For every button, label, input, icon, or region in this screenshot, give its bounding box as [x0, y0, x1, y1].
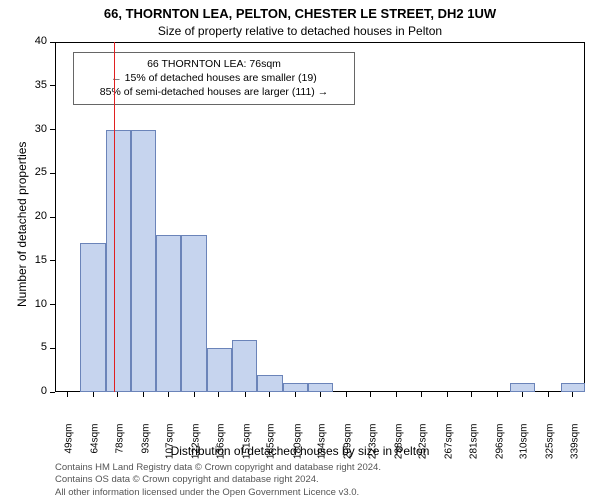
y-tick-mark [50, 392, 55, 393]
x-tick-mark [548, 392, 549, 397]
x-tick-mark [396, 392, 397, 397]
x-tick-mark [67, 392, 68, 397]
x-tick-label: 238sqm [393, 424, 404, 464]
y-tick-label: 15 [25, 254, 47, 266]
x-tick-mark [447, 392, 448, 397]
y-tick-mark [50, 85, 55, 86]
chart-container: 66, THORNTON LEA, PELTON, CHESTER LE STR… [0, 0, 600, 500]
x-tick-mark [93, 392, 94, 397]
title-main: 66, THORNTON LEA, PELTON, CHESTER LE STR… [0, 6, 600, 21]
x-tick-mark [117, 392, 118, 397]
y-tick-mark [50, 129, 55, 130]
x-tick-label: 223sqm [367, 424, 378, 464]
histogram-bar [561, 383, 585, 392]
x-tick-label: 194sqm [317, 424, 328, 464]
y-tick-mark [50, 348, 55, 349]
x-tick-label: 252sqm [418, 424, 429, 464]
annotation-box: 66 THORNTON LEA: 76sqm ← 15% of detached… [73, 52, 355, 105]
annotation-line-3: 85% of semi-detached houses are larger (… [80, 85, 348, 99]
footer-text: Contains HM Land Registry data © Crown c… [55, 462, 381, 499]
y-tick-mark [50, 217, 55, 218]
x-tick-mark [471, 392, 472, 397]
y-tick-label: 25 [25, 166, 47, 178]
x-tick-mark [497, 392, 498, 397]
histogram-bar [156, 235, 181, 393]
histogram-bar [131, 130, 156, 393]
x-tick-label: 93sqm [140, 424, 151, 464]
histogram-bar [232, 340, 257, 393]
y-tick-label: 0 [25, 385, 47, 397]
x-tick-label: 325sqm [545, 424, 556, 464]
x-tick-label: 78sqm [114, 424, 125, 464]
x-tick-label: 122sqm [191, 424, 202, 464]
x-tick-mark [168, 392, 169, 397]
x-tick-mark [143, 392, 144, 397]
x-tick-label: 151sqm [242, 424, 253, 464]
x-tick-label: 180sqm [292, 424, 303, 464]
x-tick-mark [346, 392, 347, 397]
x-tick-label: 267sqm [444, 424, 455, 464]
y-tick-mark [50, 42, 55, 43]
histogram-bar [510, 383, 535, 392]
x-tick-mark [245, 392, 246, 397]
histogram-bar [308, 383, 333, 392]
x-tick-mark [269, 392, 270, 397]
histogram-bar [181, 235, 206, 393]
x-tick-mark [421, 392, 422, 397]
y-tick-mark [50, 173, 55, 174]
x-tick-label: 296sqm [494, 424, 505, 464]
x-tick-label: 165sqm [266, 424, 277, 464]
x-tick-mark [295, 392, 296, 397]
histogram-bar [207, 348, 232, 392]
histogram-bar [257, 375, 282, 393]
y-tick-label: 30 [25, 123, 47, 135]
x-tick-mark [320, 392, 321, 397]
histogram-bar [283, 383, 308, 392]
y-tick-label: 10 [25, 298, 47, 310]
x-tick-label: 310sqm [519, 424, 530, 464]
x-tick-label: 64sqm [90, 424, 101, 464]
y-tick-label: 40 [25, 35, 47, 47]
x-tick-label: 281sqm [468, 424, 479, 464]
y-tick-label: 35 [25, 79, 47, 91]
x-tick-label: 339sqm [569, 424, 580, 464]
y-tick-label: 5 [25, 341, 47, 353]
x-tick-mark [522, 392, 523, 397]
x-tick-label: 107sqm [165, 424, 176, 464]
annotation-line-2: ← 15% of detached houses are smaller (19… [80, 71, 348, 85]
y-tick-label: 20 [25, 210, 47, 222]
x-tick-mark [572, 392, 573, 397]
x-tick-mark [370, 392, 371, 397]
x-tick-mark [194, 392, 195, 397]
histogram-bar [106, 130, 131, 393]
x-tick-mark [218, 392, 219, 397]
x-tick-label: 49sqm [64, 424, 75, 464]
x-tick-label: 209sqm [343, 424, 354, 464]
annotation-line-1: 66 THORNTON LEA: 76sqm [80, 57, 348, 71]
y-tick-mark [50, 304, 55, 305]
x-tick-label: 136sqm [215, 424, 226, 464]
reference-line [114, 42, 115, 392]
y-tick-mark [50, 260, 55, 261]
histogram-bar [80, 243, 105, 392]
title-sub: Size of property relative to detached ho… [0, 24, 600, 38]
